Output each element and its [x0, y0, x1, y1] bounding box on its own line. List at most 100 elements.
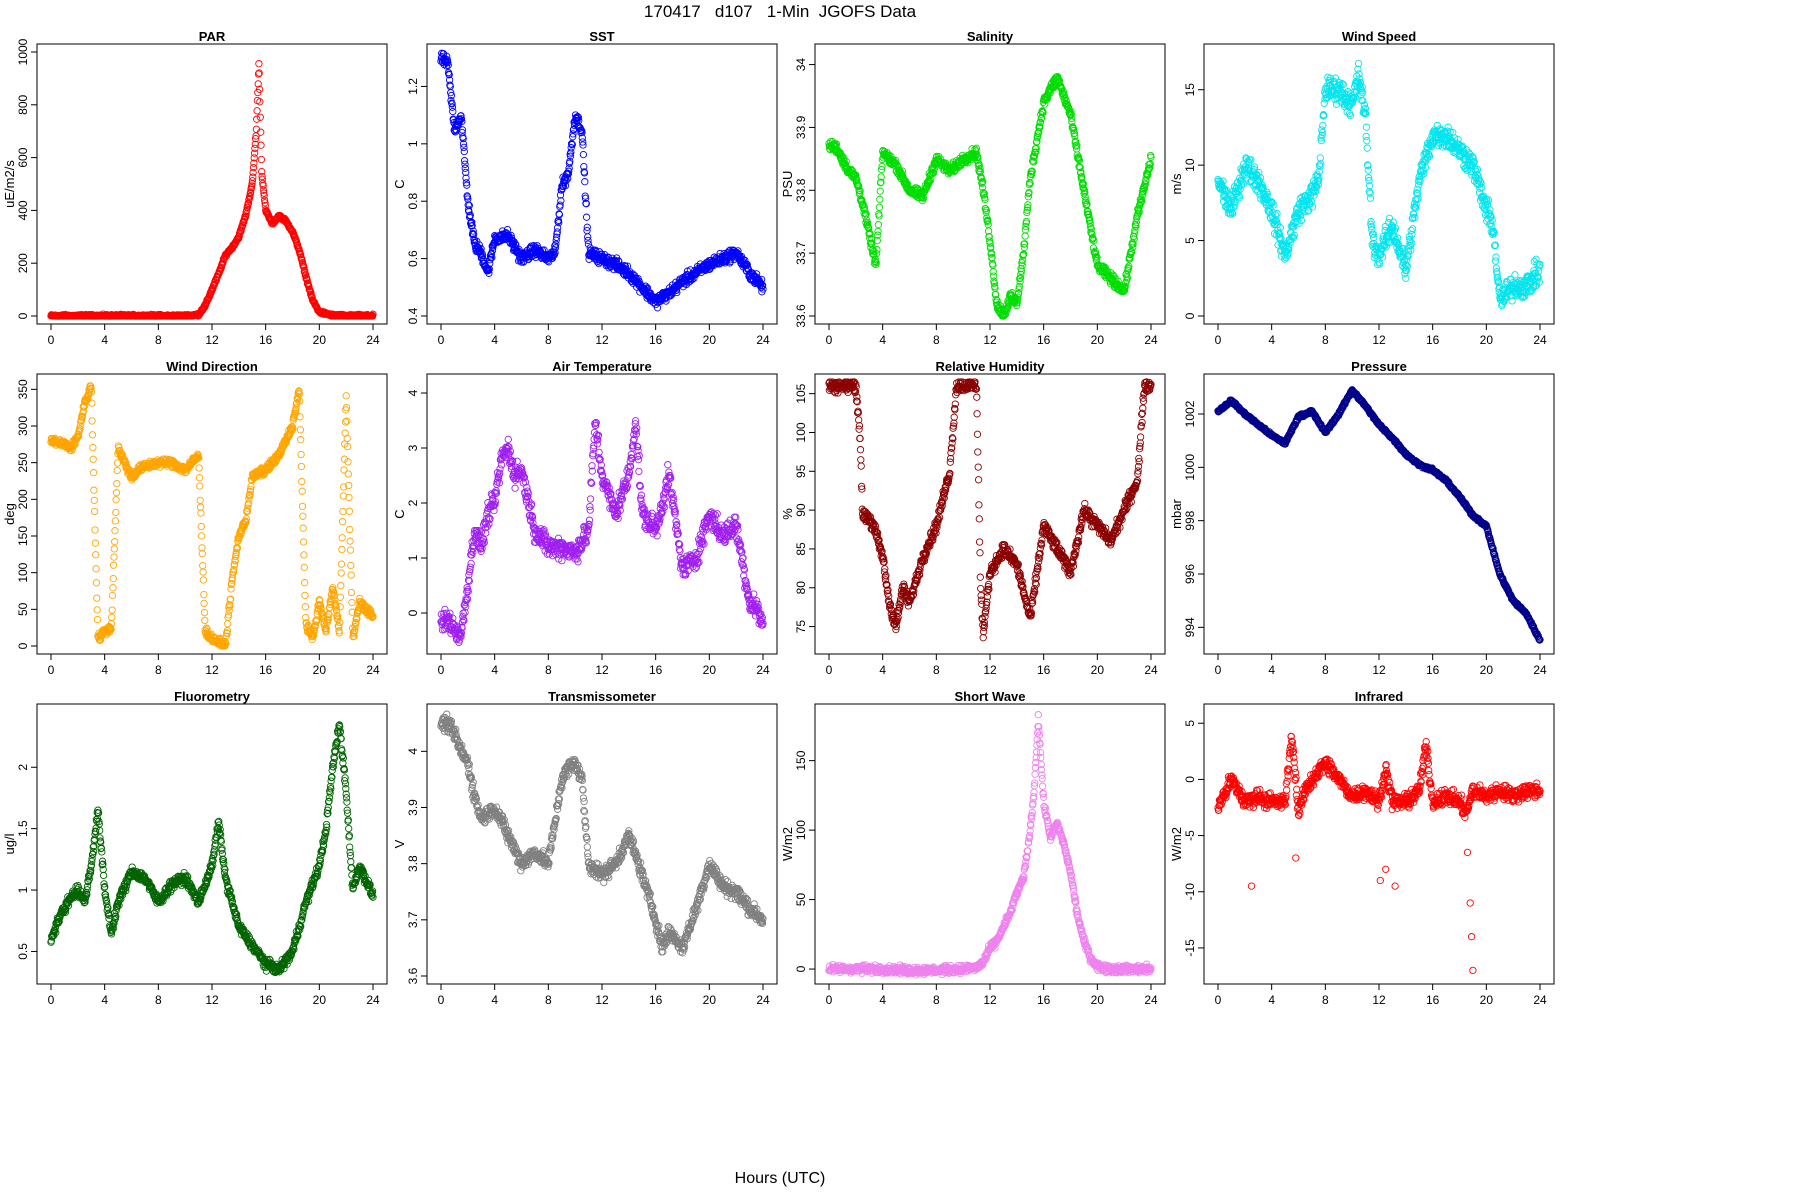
data-point — [456, 116, 464, 124]
data-point — [299, 524, 307, 532]
y-axis-label: uE/m2/s — [2, 160, 17, 208]
x-tick-label: 0 — [1215, 333, 1222, 347]
data-point — [444, 61, 452, 69]
data-point — [298, 477, 306, 486]
data-point — [874, 221, 883, 229]
x-tick-label: 20 — [313, 333, 327, 347]
y-tick-label: 4 — [406, 389, 420, 396]
data-point — [444, 59, 452, 67]
data-point — [110, 545, 118, 553]
data-point — [1402, 274, 1410, 282]
data-point — [254, 80, 262, 88]
y-axis-label: C — [392, 509, 407, 518]
data-point — [581, 178, 589, 186]
x-tick-label: 8 — [933, 333, 940, 347]
data-point — [875, 203, 884, 211]
data-point — [1511, 271, 1519, 279]
y-tick-label: 0 — [1183, 312, 1197, 319]
data-point — [582, 213, 591, 221]
data-point — [299, 538, 308, 546]
x-tick-label: 4 — [491, 333, 498, 347]
y-tick-label: 34 — [794, 58, 808, 72]
data-point — [338, 534, 346, 542]
x-tick-label: 8 — [545, 663, 552, 677]
data-point — [200, 590, 208, 599]
data-series-salinity — [825, 72, 1155, 320]
y-tick-label: 1000 — [16, 38, 30, 65]
y-tick-label: 3 — [406, 444, 420, 451]
data-point — [448, 100, 456, 108]
data-point — [301, 267, 309, 275]
data-point — [458, 117, 466, 126]
data-point — [449, 107, 457, 116]
data-point — [108, 591, 117, 600]
y-tick-label: 0 — [406, 609, 420, 616]
x-tick-label: 4 — [101, 663, 108, 677]
y-tick-label: 50 — [16, 602, 30, 616]
data-point — [1385, 214, 1394, 222]
data-point — [445, 71, 453, 79]
data-point — [200, 608, 209, 617]
data-point — [305, 282, 313, 291]
data-point — [1362, 123, 1371, 131]
data-point — [301, 591, 309, 600]
y-tick-label: 800 — [16, 94, 30, 114]
data-point — [109, 561, 118, 569]
data-point — [250, 159, 258, 167]
x-tick-label: 0 — [438, 663, 445, 677]
panel-title: SST — [589, 29, 614, 44]
y-tick-label: 200 — [16, 489, 30, 509]
data-point — [109, 584, 117, 592]
data-point — [339, 507, 347, 516]
data-point — [255, 69, 263, 77]
x-tick-label: 12 — [595, 663, 609, 677]
x-tick-label: 4 — [1268, 333, 1275, 347]
data-point — [110, 553, 118, 561]
data-point — [196, 496, 204, 505]
y-tick-label: 33.8 — [794, 178, 808, 202]
data-point — [89, 455, 97, 463]
x-tick-label: 16 — [259, 333, 273, 347]
data-point — [108, 613, 116, 621]
data-point — [345, 493, 353, 502]
x-tick-label: 20 — [1091, 333, 1105, 347]
y-tick-label: 350 — [16, 379, 30, 399]
data-point — [249, 163, 258, 172]
data-point — [92, 565, 100, 573]
data-point — [89, 469, 98, 477]
data-point — [347, 588, 356, 597]
x-tick-label: 0 — [826, 333, 833, 347]
data-point — [457, 115, 466, 123]
data-point — [257, 128, 265, 136]
data-point — [338, 518, 347, 526]
x-tick-label: 24 — [756, 663, 770, 677]
data-point — [345, 507, 354, 515]
data-point — [112, 489, 121, 497]
x-tick-label: 8 — [545, 333, 552, 347]
panel-title: Air Temperature — [552, 359, 651, 374]
data-point — [253, 107, 261, 115]
data-point — [336, 593, 345, 601]
data-point — [1316, 154, 1324, 162]
data-point — [257, 141, 265, 149]
y-tick-label: 600 — [16, 147, 30, 167]
data-point — [200, 599, 208, 608]
data-point — [256, 113, 264, 121]
data-point — [342, 392, 350, 400]
y-tick-label: 1 — [406, 140, 420, 147]
panel-title: Wind Direction — [166, 359, 258, 374]
data-point — [297, 462, 306, 471]
data-point — [300, 551, 308, 559]
data-point — [91, 539, 100, 547]
data-point — [448, 103, 457, 111]
x-tick-label: 12 — [205, 333, 219, 347]
x-tick-label: 20 — [1480, 333, 1494, 347]
data-point — [259, 181, 267, 190]
data-point — [197, 522, 205, 531]
data-point — [1363, 137, 1371, 145]
data-point — [876, 195, 884, 204]
